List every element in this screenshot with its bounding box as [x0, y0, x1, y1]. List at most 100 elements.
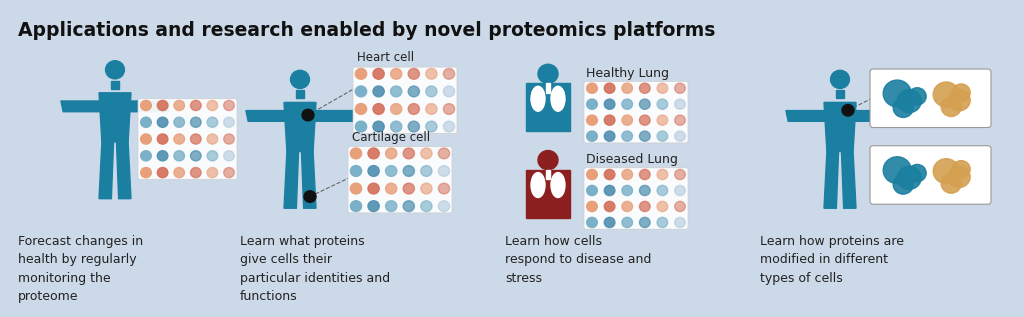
- Circle shape: [355, 104, 367, 114]
- Circle shape: [622, 115, 633, 125]
- Circle shape: [390, 121, 401, 132]
- Circle shape: [675, 83, 685, 93]
- Bar: [526, 83, 570, 131]
- Circle shape: [941, 174, 962, 193]
- Circle shape: [952, 161, 970, 178]
- Polygon shape: [117, 142, 131, 199]
- Circle shape: [373, 86, 384, 97]
- Circle shape: [587, 217, 597, 228]
- Circle shape: [675, 131, 685, 141]
- Circle shape: [421, 148, 432, 159]
- Circle shape: [190, 134, 201, 144]
- Circle shape: [604, 201, 615, 211]
- Circle shape: [883, 157, 911, 184]
- Circle shape: [908, 88, 926, 105]
- Circle shape: [952, 84, 970, 101]
- Circle shape: [587, 169, 597, 180]
- Circle shape: [438, 165, 450, 176]
- Circle shape: [403, 183, 415, 194]
- Ellipse shape: [551, 172, 565, 197]
- Circle shape: [604, 131, 615, 141]
- Text: Forecast changes in
health by regularly
monitoring the
proteome: Forecast changes in health by regularly …: [18, 235, 143, 303]
- Text: Learn how cells
respond to disease and
stress: Learn how cells respond to disease and s…: [505, 235, 651, 285]
- Polygon shape: [824, 152, 839, 208]
- Circle shape: [657, 99, 668, 109]
- Circle shape: [897, 90, 922, 113]
- Circle shape: [639, 115, 650, 125]
- Circle shape: [105, 61, 125, 79]
- Circle shape: [368, 165, 379, 176]
- Text: Learn how proteins are
modified in different
types of cells: Learn how proteins are modified in diffe…: [760, 235, 904, 285]
- Circle shape: [426, 68, 437, 79]
- Circle shape: [622, 185, 633, 196]
- Text: Learn what proteins
give cells their
particular identities and
functions: Learn what proteins give cells their par…: [240, 235, 390, 303]
- Circle shape: [386, 201, 397, 211]
- Circle shape: [604, 83, 615, 93]
- Ellipse shape: [531, 172, 545, 197]
- Circle shape: [158, 167, 168, 178]
- Circle shape: [657, 83, 668, 93]
- Circle shape: [657, 217, 668, 228]
- Circle shape: [291, 70, 309, 88]
- Circle shape: [174, 151, 184, 161]
- Circle shape: [587, 131, 597, 141]
- Circle shape: [639, 99, 650, 109]
- Circle shape: [443, 121, 455, 132]
- Circle shape: [368, 201, 379, 211]
- Circle shape: [158, 134, 168, 144]
- Circle shape: [604, 115, 615, 125]
- Circle shape: [403, 148, 415, 159]
- Circle shape: [190, 151, 201, 161]
- Circle shape: [639, 201, 650, 211]
- Circle shape: [622, 83, 633, 93]
- Circle shape: [174, 117, 184, 127]
- Circle shape: [140, 100, 152, 111]
- Circle shape: [350, 201, 361, 211]
- Circle shape: [373, 104, 384, 114]
- Circle shape: [373, 68, 384, 79]
- Bar: [296, 90, 304, 99]
- Circle shape: [622, 201, 633, 211]
- Circle shape: [304, 191, 316, 202]
- Text: Cartilage cell: Cartilage cell: [352, 131, 430, 144]
- Circle shape: [355, 86, 367, 97]
- Circle shape: [409, 86, 420, 97]
- Circle shape: [657, 169, 668, 180]
- Circle shape: [622, 131, 633, 141]
- FancyBboxPatch shape: [348, 147, 452, 213]
- Text: Healthy Lung: Healthy Lung: [586, 67, 669, 80]
- Circle shape: [373, 121, 384, 132]
- Circle shape: [604, 169, 615, 180]
- Circle shape: [174, 100, 184, 111]
- Polygon shape: [842, 152, 856, 208]
- Circle shape: [190, 167, 201, 178]
- Circle shape: [207, 117, 218, 127]
- Circle shape: [948, 166, 970, 187]
- Circle shape: [587, 99, 597, 109]
- Circle shape: [409, 104, 420, 114]
- Circle shape: [639, 169, 650, 180]
- Circle shape: [883, 80, 911, 107]
- Circle shape: [443, 68, 455, 79]
- Text: Applications and research enabled by novel proteomics platforms: Applications and research enabled by nov…: [18, 21, 716, 40]
- Bar: [526, 170, 570, 218]
- Circle shape: [421, 201, 432, 211]
- Circle shape: [933, 159, 959, 184]
- Circle shape: [622, 169, 633, 180]
- Ellipse shape: [531, 86, 545, 111]
- Bar: [112, 81, 119, 89]
- Bar: [546, 83, 550, 93]
- Text: Heart cell: Heart cell: [357, 51, 414, 64]
- Circle shape: [350, 148, 361, 159]
- Text: Diseased Lung: Diseased Lung: [586, 153, 678, 166]
- Circle shape: [207, 134, 218, 144]
- Circle shape: [403, 201, 415, 211]
- Circle shape: [350, 183, 361, 194]
- Circle shape: [830, 70, 850, 88]
- Circle shape: [538, 64, 558, 83]
- Circle shape: [223, 100, 234, 111]
- Bar: [546, 170, 550, 179]
- Circle shape: [657, 185, 668, 196]
- Circle shape: [368, 148, 379, 159]
- Circle shape: [368, 183, 379, 194]
